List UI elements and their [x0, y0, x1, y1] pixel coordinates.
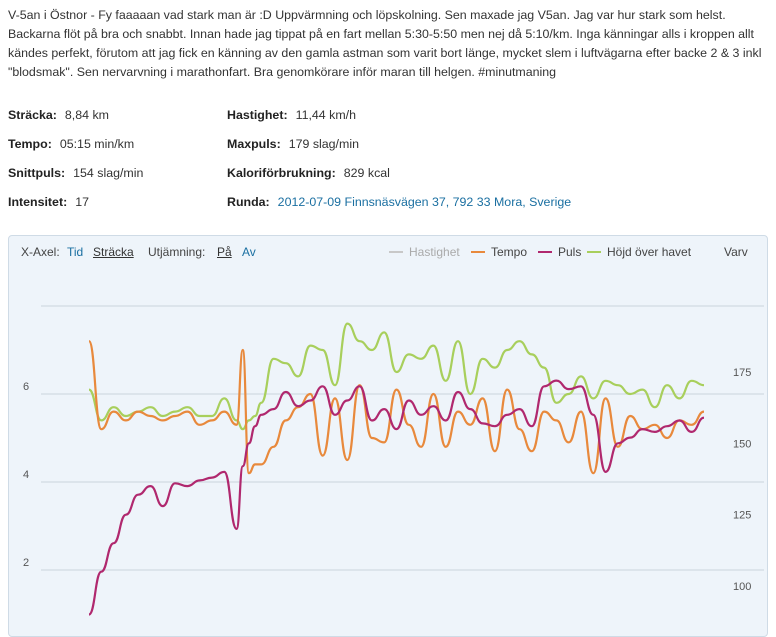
series-line-tempo	[87, 340, 705, 475]
route-link[interactable]: 2012-07-09 Finnsnäsvägen 37, 792 33 Mora…	[277, 195, 572, 209]
legend-item-pace[interactable]: Tempo	[471, 245, 527, 259]
stat-value: 05:15 min/km	[59, 137, 135, 151]
stat-speed: Hastighet: 11,44 km/h	[227, 108, 356, 122]
stat-value: 154 slag/min	[73, 166, 144, 180]
legend-label: Höjd över havet	[607, 245, 692, 259]
workout-description: V-5an i Östnor - Fy faaaaan vad stark ma…	[8, 8, 762, 79]
stat-label: Hastighet:	[227, 108, 288, 122]
stat-pace: Tempo: 05:15 min/km	[8, 137, 134, 151]
left-tick-label: 2	[23, 557, 29, 569]
stat-label: Snittpuls:	[8, 166, 66, 180]
left-tick-label: 6	[23, 381, 29, 393]
stat-label: Tempo:	[8, 137, 52, 151]
legend-swatch	[471, 250, 485, 253]
chart-plot: 2 4 6 100 125 150 175	[23, 305, 764, 616]
legend-label: Tempo	[491, 245, 528, 259]
stat-maxpulse: Maxpuls: 179 slag/min	[227, 137, 359, 151]
stat-calories: Kaloriförbrukning: 829 kcal	[227, 166, 390, 180]
stat-avgpulse: Snittpuls: 154 slag/min	[8, 166, 143, 180]
stat-label: Sträcka:	[8, 108, 57, 122]
series-line-h-jd-ver-havet	[88, 322, 705, 431]
stat-label: Runda:	[227, 195, 270, 209]
left-tick-label: 4	[23, 469, 29, 481]
right-tick-label: 175	[733, 367, 751, 379]
legend-label: Puls	[558, 245, 582, 259]
legend-item-elevation[interactable]: Höjd över havet	[587, 245, 691, 259]
xaxis-label: X-Axel:	[21, 245, 60, 259]
legend-label: Hastighet	[409, 245, 460, 259]
workout-chart: X-Axel: Tid Sträcka Utjämning: På Av Has…	[8, 235, 768, 637]
stat-distance: Sträcka: 8,84 km	[8, 108, 109, 122]
smoothing-label: Utjämning:	[148, 245, 206, 259]
stat-value: 11,44 km/h	[295, 108, 356, 122]
stat-value: 179 slag/min	[288, 137, 359, 151]
legend-swatch	[587, 250, 601, 253]
chart-toolbar: X-Axel: Tid Sträcka Utjämning: På Av Has…	[9, 236, 767, 266]
laps-label[interactable]: Varv	[724, 245, 748, 259]
stat-label: Kaloriförbrukning:	[227, 166, 336, 180]
legend-item-speed[interactable]: Hastighet	[389, 245, 460, 259]
stat-label: Intensitet:	[8, 195, 68, 209]
stat-value: 17	[75, 195, 89, 209]
legend-item-pulse[interactable]: Puls	[538, 245, 581, 259]
right-tick-label: 100	[733, 581, 751, 593]
right-tick-label: 125	[733, 510, 751, 522]
stat-route: Runda: 2012-07-09 Finnsnäsvägen 37, 792 3…	[227, 195, 571, 209]
xaxis-time-link[interactable]: Tid	[67, 245, 84, 259]
smoothing-off-link[interactable]: Av	[242, 245, 256, 259]
stat-intensity: Intensitet: 17	[8, 195, 89, 209]
stat-value: 829 kcal	[343, 166, 390, 180]
stat-label: Maxpuls:	[227, 137, 281, 151]
smoothing-on-link[interactable]: På	[217, 245, 232, 259]
stat-value: 8,84 km	[64, 108, 109, 122]
right-tick-label: 150	[733, 438, 751, 450]
xaxis-distance-link[interactable]: Sträcka	[93, 245, 134, 259]
legend-swatch	[538, 250, 552, 253]
legend-swatch	[389, 250, 403, 253]
series-line-puls	[87, 379, 705, 616]
